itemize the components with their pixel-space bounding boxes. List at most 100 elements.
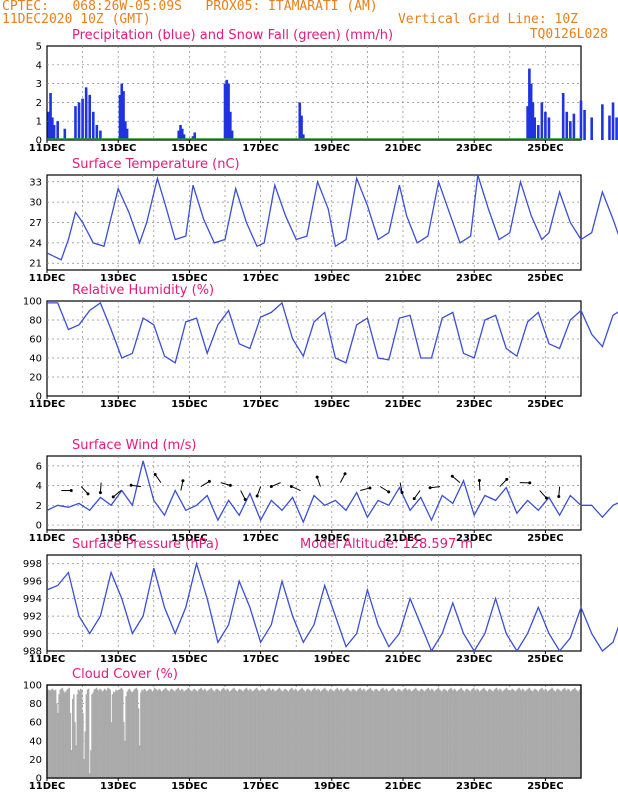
cloud-bar	[523, 689, 525, 778]
cloud-bar	[321, 689, 324, 778]
cloud-bar	[140, 692, 142, 778]
y-tick-label: 2	[36, 501, 42, 512]
precip-bar	[49, 93, 52, 140]
precip-bar	[608, 115, 611, 140]
cloud-bar	[362, 688, 365, 778]
wind-arrow	[271, 482, 281, 488]
cloud-bar	[178, 689, 181, 778]
wind-arrow	[80, 486, 89, 495]
cloud-bar	[574, 687, 576, 778]
x-tick-label: 21DEC	[385, 654, 421, 665]
wind-arrow-head	[428, 486, 432, 490]
precip-bar	[229, 111, 232, 140]
cloud-bar	[142, 690, 144, 778]
y-tick-label: 992	[23, 612, 42, 623]
x-tick-label: 15DEC	[171, 399, 207, 410]
cloud-bar	[220, 689, 223, 778]
x-tick-label: 21DEC	[385, 781, 421, 792]
cloud-bar	[229, 690, 232, 778]
cloud-bar	[84, 731, 86, 778]
cloud-bar	[327, 691, 330, 778]
cloud-bar	[578, 689, 581, 778]
cloud-bar	[274, 691, 276, 778]
x-tick-label: 11DEC	[29, 781, 65, 792]
cloud-bar	[440, 690, 442, 778]
y-tick-label: 24	[29, 238, 42, 249]
wind-arrow-head	[153, 472, 157, 476]
precip-bar	[95, 124, 99, 140]
cloud-bar	[160, 691, 163, 778]
cloud-bar	[309, 690, 311, 778]
x-tick-label: 13DEC	[100, 399, 136, 410]
cloud-bar	[65, 691, 67, 778]
cloud-bar	[154, 688, 157, 778]
precip-bar	[179, 124, 182, 140]
cloud-bar	[536, 690, 539, 778]
cloud-bar	[47, 689, 49, 778]
x-tick-label: 23DEC	[456, 143, 492, 154]
wind-arrow-head	[400, 490, 404, 494]
cloud-bar	[393, 689, 395, 778]
wind-arrow	[451, 475, 461, 484]
x-tick-label: 23DEC	[456, 781, 492, 792]
cloud-bar	[466, 688, 468, 778]
wind-arrow-head	[505, 477, 509, 481]
cloud-bar	[144, 689, 147, 778]
cloud-bar	[460, 687, 463, 778]
cloud-bar	[100, 689, 102, 778]
cloud-bar	[93, 689, 96, 778]
y-tick-label: 996	[23, 577, 42, 588]
cloud-bar	[346, 687, 349, 778]
cloud-bar	[251, 691, 253, 778]
cloud-bar	[228, 691, 231, 778]
cloud-bar	[106, 690, 108, 778]
cloud-bar	[551, 687, 553, 778]
panel-title: Precipitation (blue) and Snow Fall (gree…	[72, 28, 393, 43]
cloud-bar	[487, 689, 490, 778]
cloud-bar	[418, 691, 420, 778]
x-tick-label: 23DEC	[456, 273, 492, 284]
header-code: TQ0126L028	[529, 27, 608, 42]
precip-bar	[227, 83, 230, 140]
cloud-bar	[333, 691, 335, 778]
cloud-bar	[192, 689, 194, 778]
cloud-bar	[198, 689, 200, 778]
cloud-bar	[413, 688, 416, 778]
cloud-bar	[176, 688, 178, 778]
panel-title: Surface Pressure (hPa)	[72, 537, 219, 552]
x-tick-label: 15DEC	[171, 533, 207, 544]
cloud-bar	[167, 690, 169, 778]
cloud-bar	[528, 687, 531, 778]
cloud-bar	[226, 688, 228, 778]
cloud-bar	[377, 690, 380, 778]
cloud-bar	[529, 689, 532, 778]
cloud-bar	[110, 722, 113, 778]
y-tick-label: 5	[36, 42, 42, 53]
cloud-bar	[548, 690, 550, 778]
cloud-bar	[474, 689, 476, 778]
cloud-bar	[511, 688, 514, 778]
cloud-bar	[48, 689, 50, 778]
precip-bar	[91, 111, 95, 140]
cloud-bar	[402, 689, 405, 778]
cloud-bar	[248, 690, 250, 778]
cloud-bar	[150, 689, 152, 778]
y-tick-label: 80	[29, 699, 42, 710]
wind-arrow-head	[98, 491, 102, 495]
x-tick-label: 21DEC	[385, 399, 421, 410]
cloud-bar	[129, 690, 132, 778]
wind-arrow-head	[207, 479, 211, 483]
cloud-bar	[69, 712, 72, 778]
wind-arrow	[379, 486, 389, 493]
wind-arrow	[339, 473, 346, 483]
cloud-bar	[182, 689, 184, 778]
cloud-bar	[278, 687, 281, 778]
cloud-bar	[173, 690, 175, 778]
precip-bar	[611, 102, 615, 140]
cloud-bar	[127, 689, 130, 778]
cloud-bar	[168, 691, 171, 778]
x-tick-label: 11DEC	[29, 143, 65, 154]
cloud-bar	[366, 690, 368, 778]
cloud-bar	[53, 690, 56, 778]
cloud-bar	[336, 687, 339, 778]
